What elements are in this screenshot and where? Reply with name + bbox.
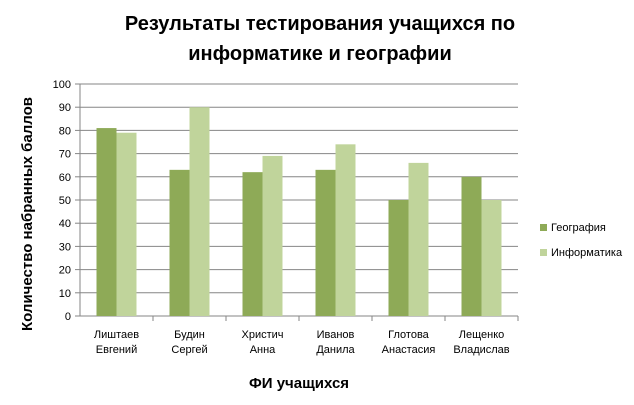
bar-geography: [96, 128, 117, 316]
bar-informatics: [335, 144, 356, 316]
legend-label: Информатика: [551, 247, 623, 259]
x-tick-label: Иванов: [317, 329, 355, 341]
bar-geography: [461, 176, 482, 316]
legend: География Информатика: [540, 222, 623, 259]
legend-swatch: [540, 224, 547, 231]
x-tick-label: Христич: [241, 329, 283, 341]
x-tick-label: Лиштаев: [94, 329, 139, 341]
x-tick-label: Будин: [174, 329, 205, 341]
bar-geography: [169, 169, 190, 316]
x-tick-label: Евгений: [96, 344, 137, 356]
y-tick-label: 40: [59, 218, 71, 230]
y-tick-label: 10: [59, 288, 71, 300]
y-tick-label: 50: [59, 195, 71, 207]
y-tick-label: 70: [59, 149, 71, 161]
chart-title-line-1: Результаты тестирования учащихся по: [125, 13, 515, 35]
bar-informatics: [481, 200, 502, 316]
y-tick-label: 60: [59, 172, 71, 184]
bar-geography: [315, 169, 336, 316]
x-tick-label: Лещенко: [459, 329, 505, 341]
x-axis-title: ФИ учащихся: [249, 375, 349, 392]
y-tick-label: 30: [59, 241, 71, 253]
bar-geography: [388, 200, 409, 316]
bar-informatics: [262, 155, 283, 316]
x-tick-label: Анастасия: [382, 344, 436, 356]
y-axis-title: Количество набранных баллов: [19, 97, 36, 331]
x-tick-label: Анна: [250, 344, 276, 356]
x-tick-label: Сергей: [171, 344, 207, 356]
y-tick-label: 80: [59, 125, 71, 137]
bar-informatics: [116, 132, 137, 316]
bar-informatics: [189, 107, 210, 316]
chart-title-line-2: информатике и географии: [188, 43, 452, 65]
y-tick-label: 0: [65, 311, 71, 323]
y-tick-label: 20: [59, 265, 71, 277]
x-tick-label: Данила: [316, 344, 355, 356]
x-tick-label: Глотова: [388, 329, 430, 341]
bar-geography: [242, 172, 263, 316]
bar-informatics: [408, 162, 429, 316]
plot-area: 0 10 20 30 40 50 60 70 80 90 100 Лиштаев Евгений Буди…: [53, 79, 519, 356]
legend-label: География: [551, 222, 606, 234]
y-tick-label: 90: [59, 102, 71, 114]
x-tick-label: Владислав: [453, 344, 509, 356]
y-tick-label: 100: [53, 79, 71, 91]
legend-swatch: [540, 249, 547, 256]
